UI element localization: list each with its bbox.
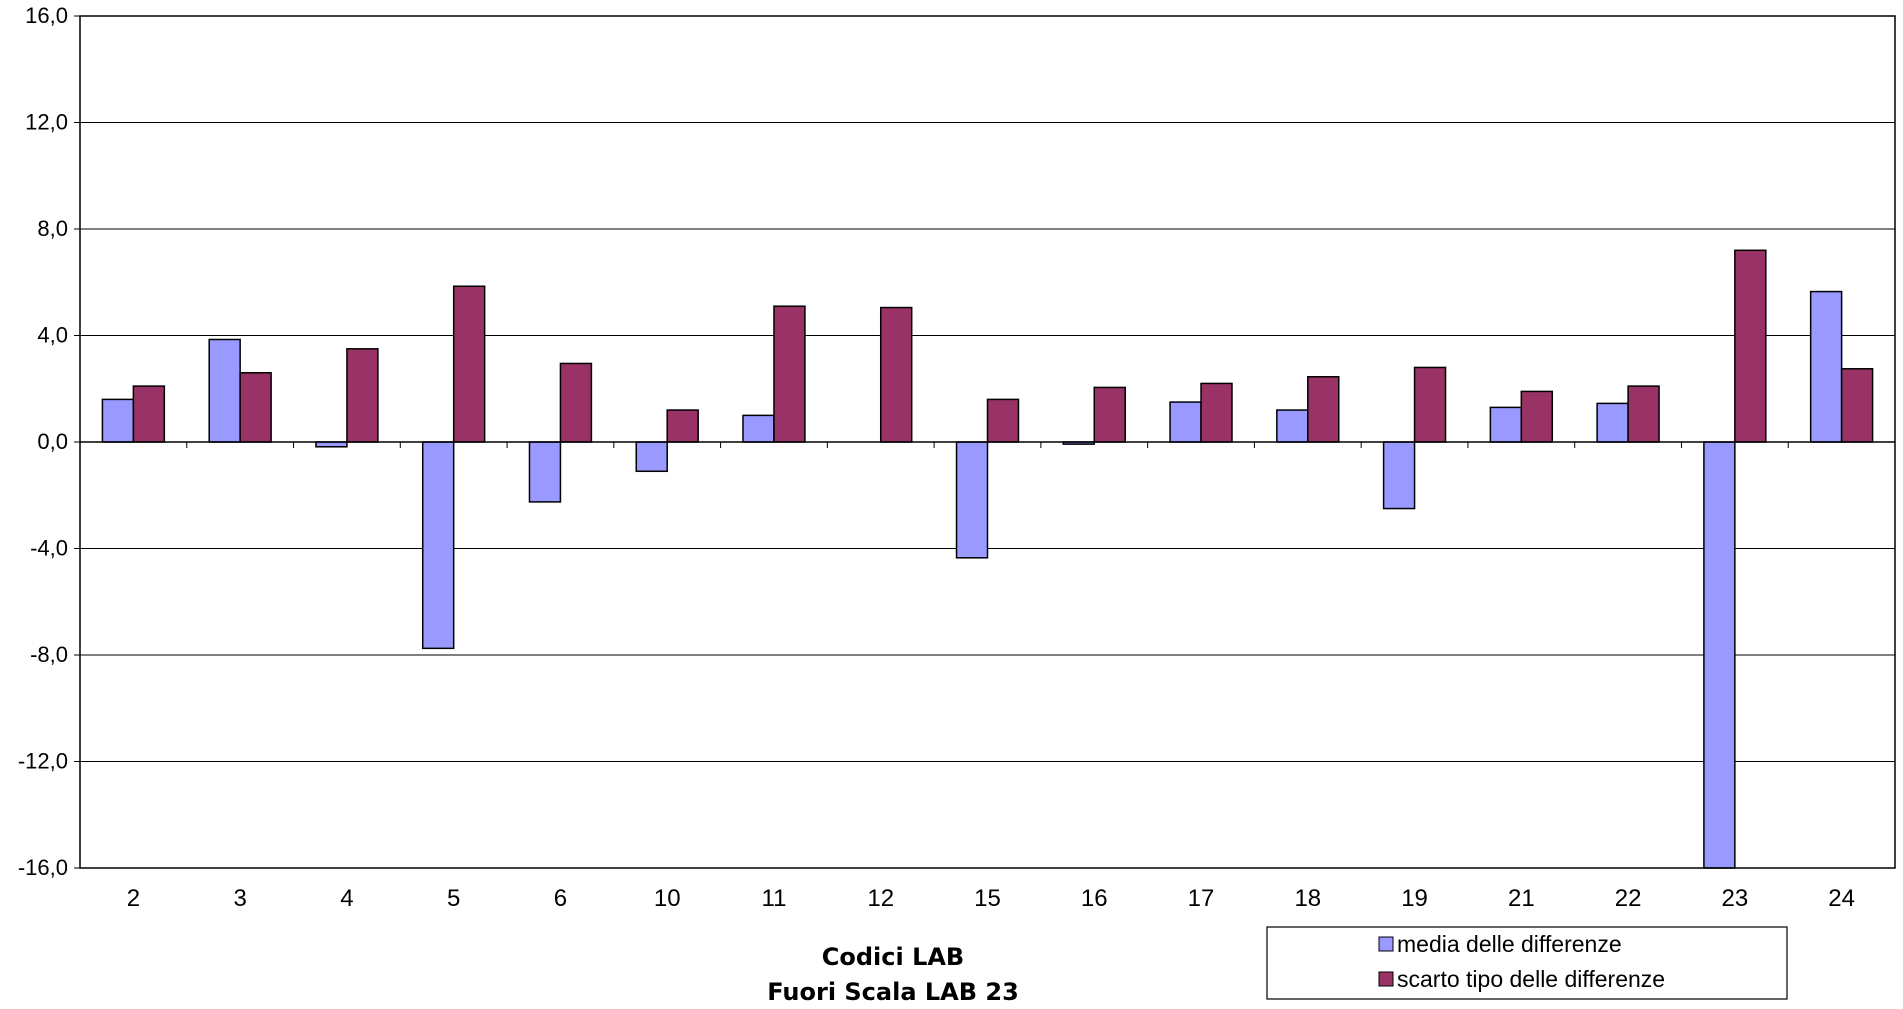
legend-label-scarto: scarto tipo delle differenze xyxy=(1397,966,1665,992)
bar-media xyxy=(101,398,135,443)
y-tick-label: -8,0 xyxy=(30,642,68,667)
x-category-label: 5 xyxy=(447,885,460,912)
bars xyxy=(101,249,1874,869)
bar-scarto xyxy=(346,348,379,443)
bar-scarto xyxy=(559,362,593,443)
x-category-label: 4 xyxy=(340,885,353,912)
x-category-label: 2 xyxy=(127,885,140,912)
x-category-label: 23 xyxy=(1722,885,1749,912)
bar-scarto xyxy=(1200,382,1233,443)
bar-media xyxy=(1809,290,1843,443)
bar-scarto xyxy=(1093,386,1126,443)
legend-swatch-media xyxy=(1378,936,1394,952)
y-tick-label: 4,0 xyxy=(37,323,68,348)
x-category-label: 6 xyxy=(554,885,567,912)
bar-scarto xyxy=(1520,390,1554,443)
bar-media xyxy=(1596,402,1629,443)
bar-scarto xyxy=(239,372,272,443)
bar-scarto xyxy=(132,385,166,443)
legend-label-media: media delle differenze xyxy=(1397,931,1622,957)
y-tick-label: 8,0 xyxy=(37,216,68,241)
bar-scarto xyxy=(1734,249,1767,443)
x-category-label: 24 xyxy=(1828,885,1855,912)
x-category-label: 17 xyxy=(1188,885,1215,912)
bar-scarto xyxy=(986,398,1020,443)
y-axis-ticks: 16,0 12,0 8,0 4,0 0,0 -4,0 -8,0 -12,0 -16,0 xyxy=(18,3,80,880)
bar-media xyxy=(208,338,241,443)
x-category-label: 10 xyxy=(654,885,681,912)
y-tick-label: -4,0 xyxy=(30,536,68,561)
bar-media xyxy=(421,441,455,650)
y-tick-label: -12,0 xyxy=(18,749,68,774)
bar-media xyxy=(528,441,562,503)
bar-media xyxy=(955,441,989,559)
bar-media xyxy=(1276,409,1309,443)
y-tick-label: -16,0 xyxy=(18,855,68,880)
x-axis-note: Fuori Scala LAB 23 xyxy=(767,978,1019,1006)
x-category-label: 19 xyxy=(1401,885,1428,912)
y-tick-label: 16,0 xyxy=(25,3,68,28)
x-category-label: 15 xyxy=(974,885,1001,912)
legend-box xyxy=(1266,926,1788,1000)
x-category-label: 18 xyxy=(1294,885,1321,912)
x-axis-title: Codici LAB xyxy=(822,943,964,971)
x-category-label: 12 xyxy=(867,885,894,912)
legend-swatch-scarto xyxy=(1378,971,1394,987)
bar-scarto xyxy=(773,305,806,443)
bar-media xyxy=(742,414,775,443)
bar-media xyxy=(635,441,668,473)
bar-scarto xyxy=(879,306,913,443)
bar-scarto xyxy=(1840,368,1874,443)
bar-scarto xyxy=(666,409,699,443)
bar-scarto xyxy=(452,285,486,443)
bar-scarto xyxy=(1307,376,1340,443)
bar-media xyxy=(1703,441,1736,869)
x-category-label: 3 xyxy=(233,885,246,912)
x-category-label: 22 xyxy=(1615,885,1642,912)
bar-media xyxy=(1169,401,1202,443)
x-category-label: 16 xyxy=(1081,885,1108,912)
y-tick-label: 0,0 xyxy=(37,429,68,454)
x-category-label: 21 xyxy=(1508,885,1535,912)
bar-scarto xyxy=(1413,366,1447,443)
legend: media delle differenze scarto tipo delle… xyxy=(1266,926,1788,1000)
x-axis-categories: 2 3 4 5 6 10 11 12 15 16 17 18 19 21 22 23 24 xyxy=(127,442,1896,912)
bar-scarto xyxy=(1627,385,1660,443)
bar-media xyxy=(1489,406,1523,443)
bar-media xyxy=(1382,441,1416,510)
x-category-label: 11 xyxy=(762,885,787,912)
y-tick-label: 12,0 xyxy=(25,110,68,135)
